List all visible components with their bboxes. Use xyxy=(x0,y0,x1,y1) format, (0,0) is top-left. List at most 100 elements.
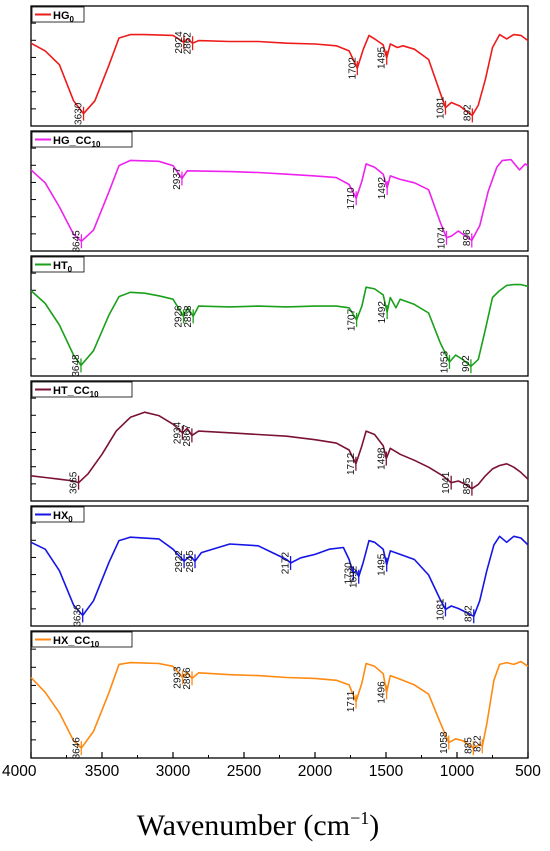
x-tick-label: 4000 xyxy=(2,763,37,780)
peak-label: 892 xyxy=(462,104,473,121)
panel-frame xyxy=(30,630,529,759)
legend-label-sub: 10 xyxy=(92,140,101,149)
peak-label: 3636 xyxy=(73,604,84,627)
peak-label: 2867 xyxy=(182,424,193,447)
peak-label: 1702 xyxy=(347,57,358,80)
peak-label: 2924 xyxy=(174,31,185,54)
legend-label-sub: 0 xyxy=(68,265,73,274)
peak-label: 2926 xyxy=(174,305,185,328)
peak-label: 882 xyxy=(464,605,475,622)
series-line-HX_CC10 xyxy=(30,660,529,749)
legend-label: HX_CC10 xyxy=(53,635,100,649)
legend-label-main: HG_CC xyxy=(53,135,92,147)
peak-label: 1692 xyxy=(349,565,360,588)
peak-label: 3648 xyxy=(71,354,82,377)
legend-box xyxy=(31,131,133,148)
series-line-HT0 xyxy=(30,283,529,368)
peak-label: 1074 xyxy=(436,226,447,249)
peak-label: 1712 xyxy=(346,452,357,475)
legend-HX0: HX0 xyxy=(31,506,85,524)
x-tick-label: 500 xyxy=(515,763,541,780)
peak-label: 902 xyxy=(461,355,472,372)
peak-label: 1495 xyxy=(377,553,388,576)
peak-label: 1730 xyxy=(343,562,354,585)
peak-label: 1492 xyxy=(377,177,388,200)
peak-label: 2862 xyxy=(183,32,194,55)
legend-HT0: HT0 xyxy=(31,256,85,274)
series-line-HX0 xyxy=(30,535,529,618)
legend-HX_CC10: HX_CC10 xyxy=(31,631,133,649)
series-line-HT_CC10 xyxy=(30,411,529,490)
peak-label: 3665 xyxy=(69,471,80,494)
legend-label: HX0 xyxy=(53,510,73,524)
legend-label-main: HG xyxy=(53,10,70,22)
legend-HG0: HG0 xyxy=(31,6,85,24)
peak-label: 2922 xyxy=(174,550,185,573)
peak-label: 2845 xyxy=(185,550,196,573)
legend-label-main: HX_CC xyxy=(53,635,90,647)
peak-label: 1495 xyxy=(377,46,388,69)
panel-frame xyxy=(30,380,529,502)
legend-HT_CC10: HT_CC10 xyxy=(31,381,133,399)
peak-label: 1710 xyxy=(346,187,357,210)
peak-label: 885 xyxy=(463,737,474,754)
legend-label-sub: 10 xyxy=(90,390,99,399)
peak-label: 1058 xyxy=(439,731,450,754)
legend-label-sub: 0 xyxy=(70,15,75,24)
peak-label: 2933 xyxy=(173,666,184,689)
x-tick-label: 2000 xyxy=(298,763,333,780)
legend-label: HT0 xyxy=(53,260,73,274)
peak-label: 2858 xyxy=(183,305,194,328)
panel-frame xyxy=(30,505,529,627)
legend-box xyxy=(31,631,133,648)
x-tick-label: 3500 xyxy=(85,763,120,780)
x-axis-title: Wavenumber (cm−1) xyxy=(137,808,379,842)
x-axis: 4000 3500 3000 2500 2000 1500 1000 500 xyxy=(2,752,541,780)
peak-label: 1081 xyxy=(435,598,446,621)
legend-label: HG_CC10 xyxy=(53,135,101,149)
peak-label: 1711 xyxy=(346,690,357,712)
peak-label: 896 xyxy=(462,229,473,246)
peak-label: 1041 xyxy=(441,471,452,494)
legend-label: HT_CC10 xyxy=(53,385,99,399)
peak-label: 2172 xyxy=(281,552,292,575)
legend-label-sub: 0 xyxy=(68,515,73,524)
series-line-HG_CC10 xyxy=(30,158,529,243)
legend-label-main: HT_CC xyxy=(53,385,90,397)
panel-frame xyxy=(30,130,529,252)
legend-box xyxy=(31,381,133,398)
legend-label-main: HX xyxy=(53,510,69,522)
x-tick-label: 1500 xyxy=(369,763,404,780)
legend-box xyxy=(31,256,85,273)
peak-label: 822 xyxy=(472,735,483,752)
peak-label: 1498 xyxy=(376,447,387,470)
legend-label-main: HT xyxy=(53,260,68,272)
x-tick-label: 3000 xyxy=(156,763,191,780)
peak-label: 1081 xyxy=(435,96,446,119)
peak-label: 2937 xyxy=(172,167,183,190)
legend-label-sub: 10 xyxy=(90,640,99,649)
panel-HG_CC10: HG_CC10 3645 2937 1710 1492 1074 896 xyxy=(30,130,529,253)
peak-label: 1496 xyxy=(377,681,388,704)
peak-label: 895 xyxy=(462,477,473,494)
peak-label: 3645 xyxy=(71,230,82,253)
peak-label: 3646 xyxy=(71,737,82,760)
peak-label: 2866 xyxy=(182,667,193,690)
series-line-HG0 xyxy=(30,33,529,117)
panel-frame xyxy=(30,255,529,377)
peak-label: 1492 xyxy=(377,301,388,324)
panel-frame xyxy=(30,5,529,127)
peak-label: 1707 xyxy=(347,308,358,331)
legend-label: HG0 xyxy=(53,10,75,24)
x-tick-label: 1000 xyxy=(440,763,475,780)
peak-label: 1053 xyxy=(439,351,450,374)
x-tick-label: 2500 xyxy=(227,763,262,780)
peak-label: 3630 xyxy=(74,102,85,125)
